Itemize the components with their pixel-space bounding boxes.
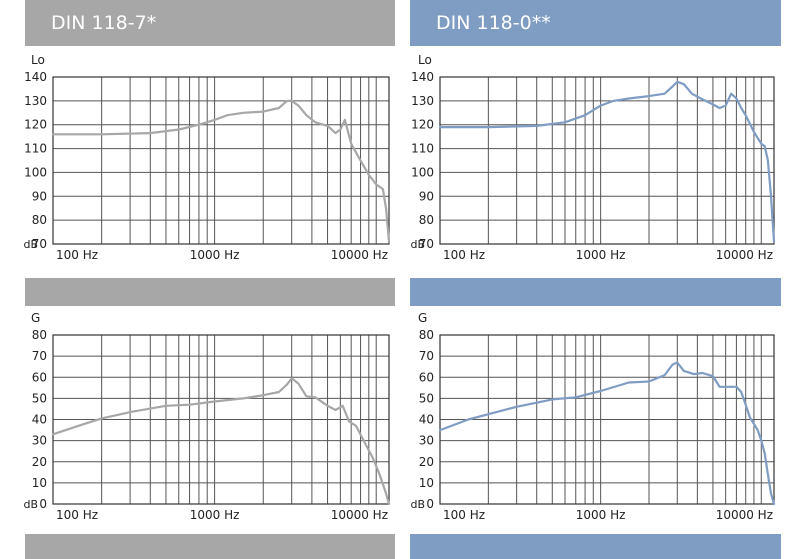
y-unit-label: dB [23,238,38,251]
y-tick-label: 80 [32,328,47,342]
y-tick-label: 140 [411,70,434,84]
y-tick-label: 50 [32,391,47,405]
y-tick-label: 100 [411,165,434,179]
y-unit-label: dB [410,498,425,511]
y-axis-label: Lo [418,53,432,67]
y-tick-label: 70 [32,237,47,251]
x-tick-label: 1000 Hz [190,248,240,262]
y-tick-label: 130 [24,94,47,108]
divider-bar-left [25,278,395,306]
y-tick-label: 120 [24,118,47,132]
x-tick-label: 100 Hz [56,508,98,522]
y-axis-label: G [418,311,427,325]
y-tick-label: 60 [32,370,47,384]
y-tick-label: 90 [32,189,47,203]
y-tick-label: 140 [24,70,47,84]
footer-bar-left [25,534,395,559]
x-tick-label: 1000 Hz [576,508,626,522]
footer-bar-right [410,534,781,559]
y-tick-label: 0 [426,497,434,511]
y-tick-label: 80 [419,213,434,227]
header-title-left: DIN 118-7* [51,12,157,34]
y-tick-label: 10 [419,476,434,490]
plot-frame [439,76,775,245]
y-unit-label: dB [23,498,38,511]
y-tick-label: 20 [32,455,47,469]
header-bar-left: DIN 118-7* [25,0,395,46]
x-tick-label: 10000 Hz [716,248,773,262]
y-tick-label: 10 [32,476,47,490]
y-tick-label: 110 [411,142,434,156]
y-tick-label: 90 [419,189,434,203]
y-tick-label: 60 [419,370,434,384]
series-line [438,361,776,506]
y-axis-label: G [31,311,40,325]
y-tick-label: 40 [32,413,47,427]
series-line [438,80,776,243]
y-tick-label: 20 [419,455,434,469]
y-tick-label: 30 [419,434,434,448]
y-tick-label: 40 [419,413,434,427]
x-tick-label: 10000 Hz [331,248,388,262]
y-tick-label: 80 [419,328,434,342]
y-tick-label: 70 [419,349,434,363]
y-tick-label: 30 [32,434,47,448]
y-axis-label: Lo [31,53,45,67]
y-tick-label: 110 [24,142,47,156]
y-tick-label: 70 [419,237,434,251]
x-tick-label: 1000 Hz [576,248,626,262]
y-tick-label: 130 [411,94,434,108]
y-tick-label: 80 [32,213,47,227]
plot-frame [439,334,775,505]
y-tick-label: 0 [39,497,47,511]
header-bar-right: DIN 118-0** [410,0,781,46]
x-tick-label: 100 Hz [443,248,485,262]
plot-frame [52,76,390,245]
series-line [51,99,391,243]
y-unit-label: dB [410,238,425,251]
header-title-right: DIN 118-0** [436,12,551,34]
y-tick-label: 50 [419,391,434,405]
y-tick-label: 120 [411,118,434,132]
series-line [51,377,391,506]
x-tick-label: 10000 Hz [716,508,773,522]
y-tick-label: 70 [32,349,47,363]
x-tick-label: 100 Hz [56,248,98,262]
x-tick-label: 1000 Hz [190,508,240,522]
x-tick-label: 10000 Hz [331,508,388,522]
divider-bar-right [410,278,781,306]
plot-frame [52,334,390,505]
x-tick-label: 100 Hz [443,508,485,522]
y-tick-label: 100 [24,165,47,179]
